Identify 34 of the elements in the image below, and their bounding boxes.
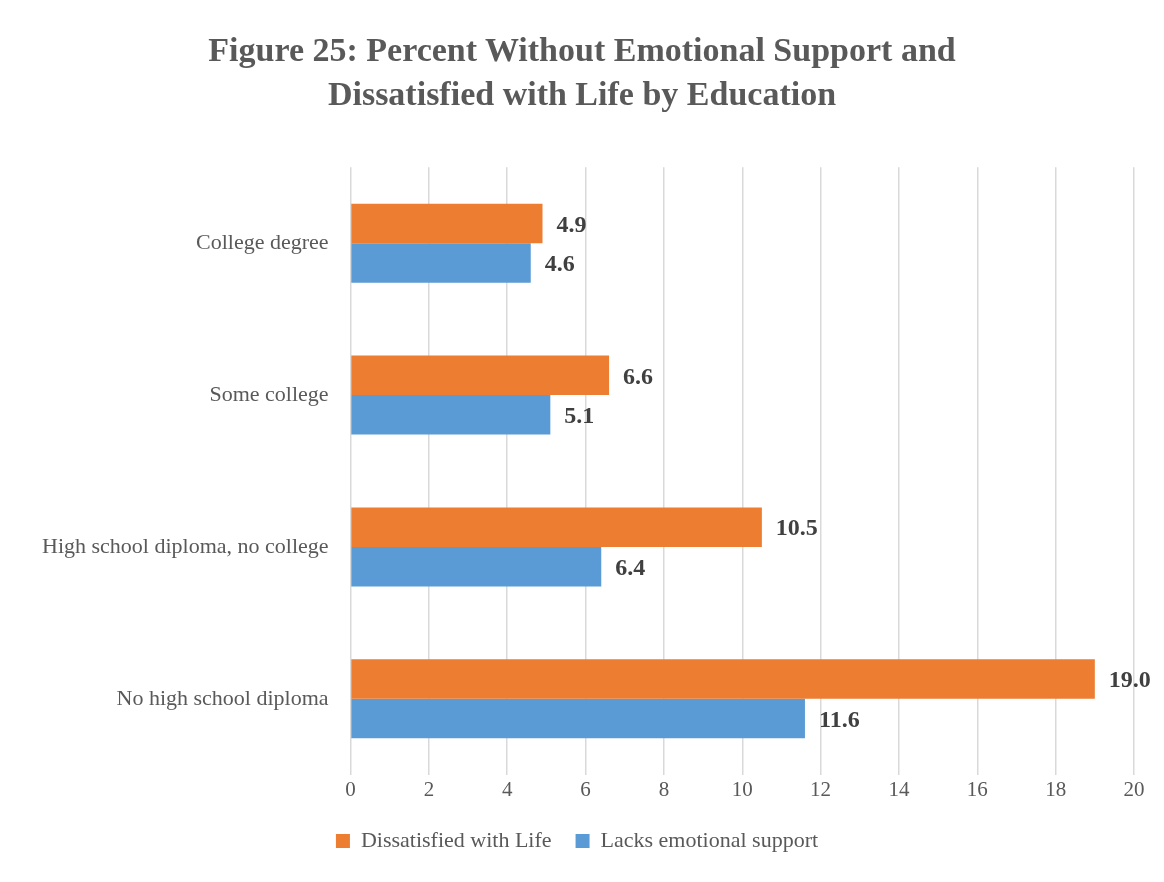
x-tick-label: 20 bbox=[1123, 776, 1145, 801]
bar bbox=[351, 659, 1095, 699]
x-tick-label: 12 bbox=[810, 776, 832, 801]
y-tick-label: No high school diploma bbox=[116, 684, 329, 710]
x-tick-label: 16 bbox=[966, 776, 988, 801]
x-tick-label: 10 bbox=[731, 776, 753, 801]
data-label: 4.6 bbox=[544, 250, 575, 277]
x-tick-label: 4 bbox=[502, 776, 513, 801]
bar bbox=[351, 395, 551, 435]
legend-label: Dissatisfied with Life bbox=[360, 826, 552, 852]
bar bbox=[351, 355, 610, 396]
chart-title: Figure 25: Percent Without Emotional Support and Dissatisfied with Life by Education bbox=[207, 30, 957, 114]
x-tick-label: 18 bbox=[1045, 776, 1067, 801]
x-tick-label: 0 bbox=[345, 776, 356, 801]
bar bbox=[351, 507, 762, 547]
bar bbox=[351, 698, 805, 739]
x-tick-label: 6 bbox=[580, 776, 591, 801]
y-tick-label: College degree bbox=[196, 228, 329, 254]
data-label: 5.1 bbox=[564, 402, 595, 428]
data-label: 4.9 bbox=[556, 210, 587, 237]
x-tick-label: 2 bbox=[423, 776, 435, 801]
data-label: 11.6 bbox=[818, 705, 860, 732]
bar bbox=[351, 203, 543, 244]
bar bbox=[351, 243, 531, 283]
x-tick-label: 14 bbox=[888, 776, 910, 801]
y-tick-label: High school diploma, no college bbox=[42, 532, 329, 558]
data-label: 19.0 bbox=[1108, 666, 1151, 693]
y-tick-label: Some college bbox=[209, 380, 329, 406]
data-label: 6.4 bbox=[615, 553, 646, 580]
legend-label: Lacks emotional support bbox=[600, 826, 819, 852]
x-tick-label: 8 bbox=[658, 776, 670, 801]
data-label: 10.5 bbox=[775, 514, 818, 541]
bar bbox=[351, 546, 602, 587]
data-label: 6.6 bbox=[623, 362, 654, 389]
